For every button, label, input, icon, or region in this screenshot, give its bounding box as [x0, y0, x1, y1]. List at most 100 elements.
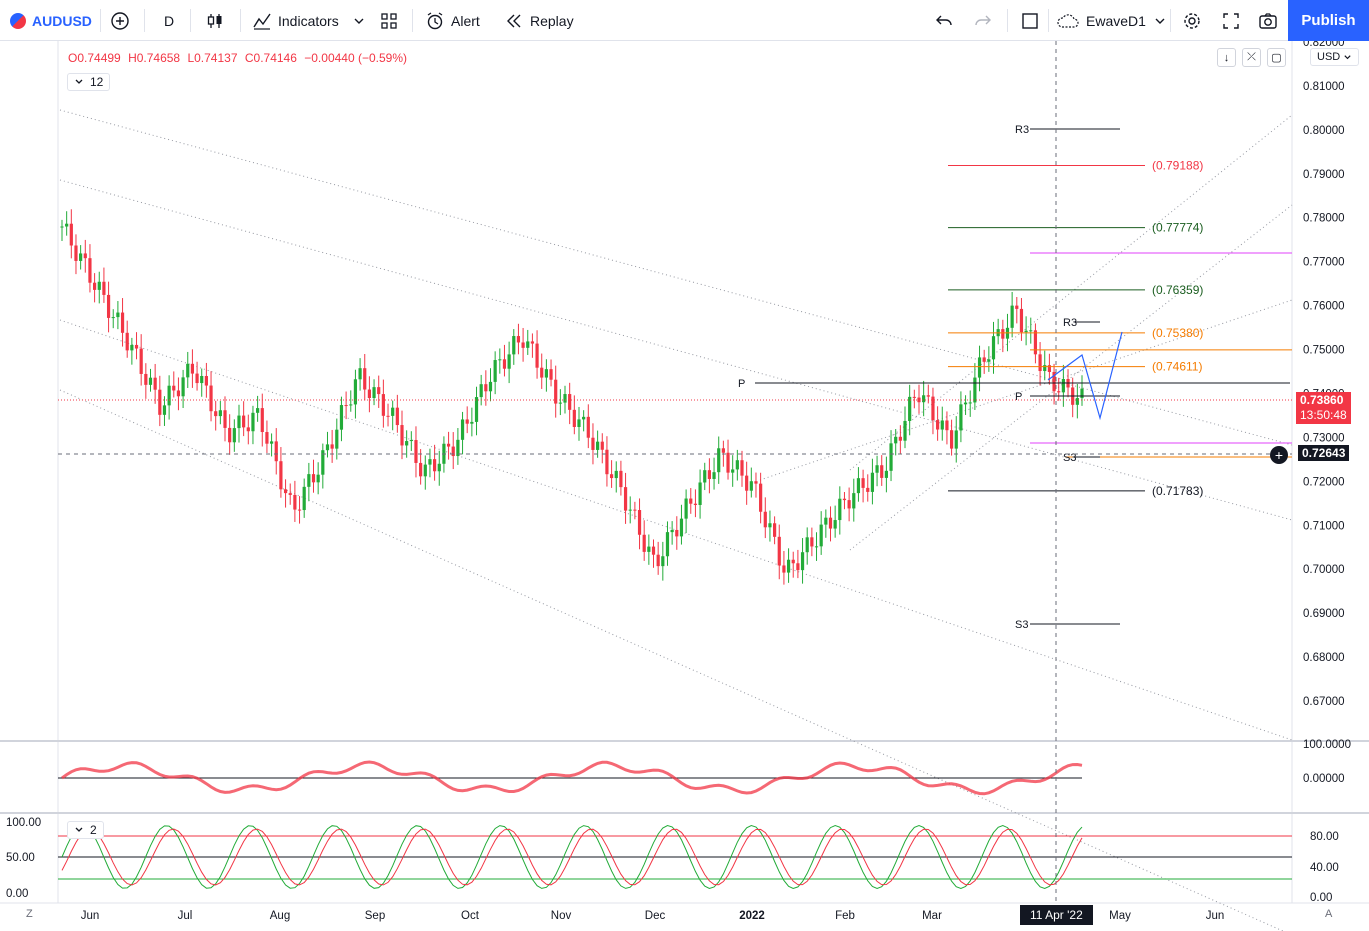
candle-body [661, 556, 665, 567]
candle-body [884, 470, 888, 478]
candle-body [642, 534, 646, 552]
chevron-down-icon [1344, 54, 1351, 59]
projection-path [1047, 331, 1123, 421]
candle-body [293, 494, 297, 510]
add-alert-plus-icon[interactable]: + [1270, 446, 1288, 464]
candle-body [134, 344, 139, 349]
candle-body [819, 524, 823, 547]
candle-body [991, 336, 996, 360]
fullscreen-button[interactable] [1221, 6, 1241, 35]
candle-body [917, 397, 921, 403]
symbol-label: AUDUSD [32, 12, 92, 29]
stoch-k-line [61, 824, 1083, 890]
currency-selector[interactable]: USD [1310, 48, 1360, 66]
auto-scale-button[interactable]: A [1325, 908, 1333, 920]
candle-body [283, 489, 288, 494]
pane3-left-tick: 50.00 [6, 852, 35, 864]
candle-body [1024, 330, 1028, 333]
candle-body [339, 405, 344, 430]
osc-indicators-toggle[interactable]: 2 [67, 821, 104, 839]
osc-indicators-count: 2 [90, 823, 97, 837]
collapse-pane-button[interactable]: ⤫ [1242, 48, 1261, 67]
candle-body [731, 469, 735, 473]
time-tick-label: Mar [922, 910, 942, 922]
currency-label: USD [1317, 51, 1341, 63]
candle-body [833, 520, 837, 529]
candle-body [456, 439, 460, 457]
candle-body [926, 395, 930, 397]
cloud-icon [1057, 13, 1079, 28]
plus-circle-icon [111, 11, 129, 30]
undo-button[interactable] [934, 6, 954, 35]
candle-body [903, 420, 907, 441]
candle-body [218, 410, 222, 417]
price-tick-label: 0.68000 [1303, 652, 1345, 664]
candle-body [512, 336, 516, 355]
crosshair-date-tag: 11 Apr '22 [1020, 905, 1093, 925]
candle-body [488, 381, 493, 392]
crosshair-price-tag: 0.72643 [1298, 445, 1350, 461]
candle-body [148, 377, 153, 385]
candle-body [586, 416, 590, 438]
candle-body [139, 348, 143, 374]
replay-button[interactable]: Replay [504, 6, 574, 35]
candle-body [526, 341, 530, 348]
candle-body [451, 446, 455, 457]
time-tick-label: 2022 [739, 910, 765, 922]
price-tick-label: 0.71000 [1303, 520, 1345, 532]
candle-body [647, 546, 651, 552]
candle-body [88, 258, 92, 283]
select-layout-button[interactable] [1020, 6, 1040, 35]
candle-body [540, 367, 544, 378]
channel-line [849, 204, 1293, 551]
candle-body [1080, 388, 1084, 399]
channel-line [59, 389, 1285, 931]
pivot-label: R3 [1063, 317, 1077, 329]
layout-menu[interactable]: EwaveD1 [1056, 6, 1166, 35]
pivot-label: P [738, 378, 745, 390]
snapshot-button[interactable] [1258, 6, 1278, 35]
move-pane-down-button[interactable]: ↓ [1217, 48, 1236, 67]
candle-body [982, 357, 986, 362]
candle-body [814, 546, 819, 548]
pane2-tick-label: 100.0000 [1303, 739, 1351, 751]
candle-body [703, 470, 707, 483]
alert-button[interactable]: Alert [425, 6, 480, 35]
interval-button[interactable]: D [164, 6, 174, 35]
candlestick-series [60, 209, 1084, 585]
hidden-indicators-toggle[interactable]: 12 [67, 73, 111, 91]
candle-body [330, 444, 334, 449]
symbol-search[interactable]: AUDUSD [10, 6, 92, 35]
candle-body [125, 332, 129, 351]
candle-body [619, 470, 623, 488]
publish-button[interactable]: Publish [1288, 0, 1369, 41]
chart-type-button[interactable] [205, 6, 225, 35]
maximize-pane-button[interactable]: ▢ [1267, 48, 1286, 67]
price-axis-ticks: 0.82000 0.81000 0.80000 0.79000 0.78000 0.770… [1303, 41, 1345, 708]
open-value: O0.74499 [68, 51, 121, 65]
candle-body [707, 470, 711, 479]
candle-body [433, 459, 437, 472]
top-toolbar: AUDUSD D Indicators Alert [0, 0, 1369, 41]
chart-canvas[interactable]: (0.79188) (0.77774) (0.76359) (0.75380) (0.7… [0, 41, 1369, 931]
channel-line [849, 114, 1293, 471]
candle-body [973, 377, 977, 403]
candle-body [912, 396, 916, 398]
chevron-down-icon [75, 827, 83, 832]
candle-body [759, 483, 763, 512]
indicators-dropdown[interactable] [353, 6, 365, 35]
redo-button[interactable] [973, 6, 993, 35]
candle-body [232, 428, 236, 443]
left-axis-z-button[interactable]: Z [26, 908, 33, 920]
pane3-right-tick: 40.00 [1310, 862, 1339, 874]
price-tick-label: 0.75000 [1303, 345, 1345, 357]
indicators-button[interactable]: Indicators [252, 6, 339, 35]
pivot-label: S3 [1015, 619, 1028, 631]
settings-button[interactable] [1182, 6, 1202, 35]
templates-button[interactable] [379, 6, 399, 35]
undo-icon [936, 15, 952, 25]
candle-body [409, 440, 413, 442]
candle-body [675, 529, 679, 537]
candle-body [949, 430, 954, 449]
compare-button[interactable] [110, 6, 130, 35]
